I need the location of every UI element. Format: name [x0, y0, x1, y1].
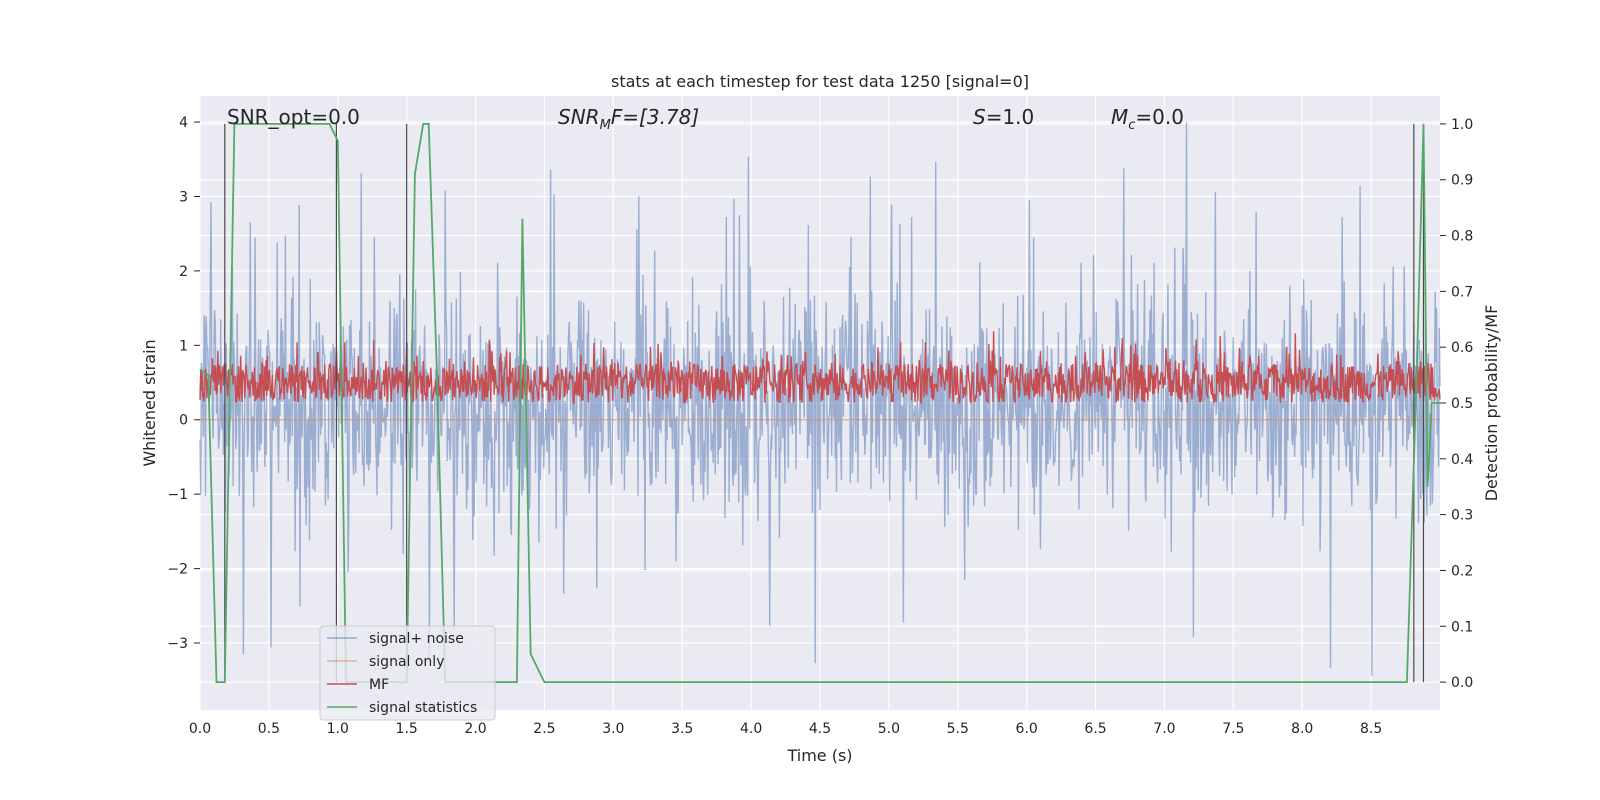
- y-tick-label-right: 0.8: [1451, 229, 1473, 245]
- x-tick-label: 4.0: [740, 721, 762, 737]
- y-tick-label-right: 0.4: [1451, 452, 1473, 468]
- y-tick-label-left: −2: [167, 562, 188, 578]
- x-tick-label: 3.0: [602, 721, 624, 737]
- annotation-snr-mf-sub: M: [600, 118, 611, 133]
- x-tick-label: 8.5: [1360, 721, 1382, 737]
- x-tick-label: 7.5: [1222, 721, 1244, 737]
- annotation-snr-mf-rest: F=[3.78]: [611, 105, 699, 129]
- y-tick-label-right: 0.5: [1451, 396, 1473, 412]
- legend-label-mf: MF: [369, 677, 389, 693]
- x-tick-label: 7.0: [1153, 721, 1175, 737]
- y-tick-label-right: 0.7: [1451, 284, 1473, 300]
- x-tick-label: 4.5: [809, 721, 831, 737]
- legend-label-signal-only: signal only: [369, 654, 444, 670]
- annotation-mc-sub: c: [1128, 118, 1135, 133]
- x-tick-label: 1.0: [327, 721, 349, 737]
- series-layer: [199, 121, 1441, 683]
- annotation-s: S=1.0: [973, 105, 1034, 129]
- y-tick-label-right: 0.3: [1451, 508, 1473, 524]
- annotation-mc: Mc=0.0: [1111, 105, 1184, 133]
- annotation-snr-mf-main: SNR: [558, 105, 600, 129]
- y-tick-label-right: 0.6: [1451, 340, 1473, 356]
- ticks: 0.0 0.5 1.0 1.5 2.0 2.5 3.0 3.5 4.0 4.5 5.0 5.5 6.0 6…: [167, 115, 1473, 737]
- legend-label-signal-noise: signal+ noise: [369, 631, 464, 647]
- x-tick-label: 2.0: [464, 721, 486, 737]
- x-tick-label: 5.5: [947, 721, 969, 737]
- x-tick-label: 6.0: [1016, 721, 1038, 737]
- annotation-s-rest: =1.0: [986, 105, 1035, 129]
- y-tick-label-left: −3: [167, 636, 188, 652]
- chart-title: stats at each timestep for test data 125…: [611, 72, 1029, 91]
- y-tick-label-right: 1.0: [1451, 117, 1473, 133]
- annotation-snr-mf: SNRMF=[3.78]: [558, 105, 699, 133]
- x-tick-label: 1.5: [396, 721, 418, 737]
- y-tick-label-left: 0: [179, 413, 188, 429]
- y-tick-label-left: 4: [179, 115, 188, 131]
- y-tick-label-left: 2: [179, 264, 188, 280]
- y-axis-label-right: Detection probability/MF: [1482, 305, 1501, 502]
- x-tick-label: 6.5: [1084, 721, 1106, 737]
- legend-label-signal-statistics: signal statistics: [369, 700, 477, 716]
- y-tick-label-left: 3: [179, 189, 188, 205]
- y-axis-label-left: Whitened strain: [140, 339, 159, 466]
- x-tick-label: 0.0: [189, 721, 211, 737]
- x-tick-label: 8.0: [1291, 721, 1313, 737]
- x-tick-label: 3.5: [671, 721, 693, 737]
- legend: signal+ noise signal only MF signal stat…: [319, 625, 496, 721]
- x-tick-label: 5.0: [878, 721, 900, 737]
- annotation-mc-rest: =0.0: [1135, 105, 1184, 129]
- y-tick-label-right: 0.0: [1451, 675, 1473, 691]
- annotation-snr-opt: SNR_opt=0.0: [227, 105, 360, 129]
- x-tick-label: 0.5: [258, 721, 280, 737]
- y-tick-label-right: 0.2: [1451, 563, 1473, 579]
- annotation-s-main: S: [973, 105, 986, 129]
- x-axis-label: Time (s): [786, 746, 852, 765]
- y-tick-label-left: 1: [179, 338, 188, 354]
- legend-frame: [319, 625, 496, 721]
- y-tick-label-right: 0.1: [1451, 619, 1473, 635]
- y-tick-label-left: −1: [167, 487, 188, 503]
- annotation-mc-main: M: [1111, 105, 1128, 129]
- y-tick-label-right: 0.9: [1451, 173, 1473, 189]
- x-tick-label: 2.5: [533, 721, 555, 737]
